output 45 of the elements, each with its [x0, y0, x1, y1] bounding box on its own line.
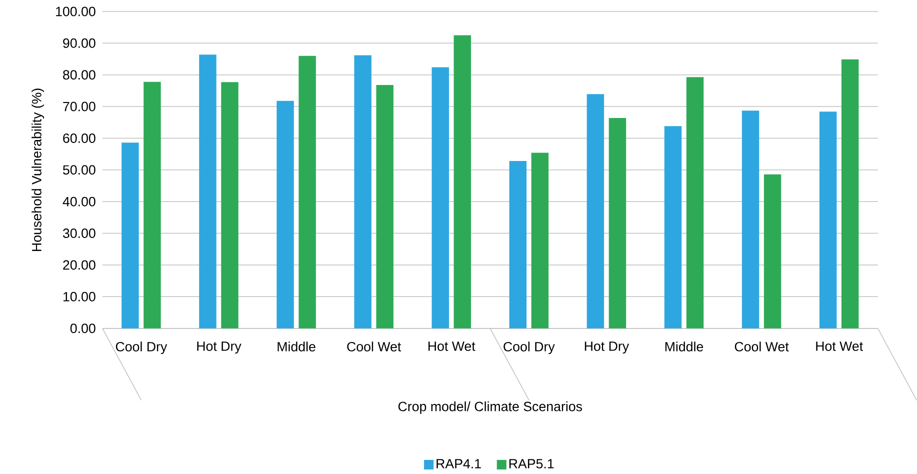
y-tick-label: 0.00 [70, 324, 96, 334]
y-tick-label: 40.00 [62, 196, 96, 206]
y-tick-label: 10.00 [63, 292, 96, 302]
bar [608, 118, 626, 328]
bar [432, 67, 449, 328]
bar [686, 77, 704, 328]
x-tick-label: Cool Dry [504, 342, 555, 354]
bar [122, 142, 139, 328]
bar [664, 126, 682, 328]
x-tick-label: Hot Dry [197, 342, 242, 354]
bar [221, 82, 238, 328]
bar [276, 100, 294, 328]
legend-label: RAP5.1 [509, 459, 554, 468]
x-tick-label: Hot Wet [816, 342, 863, 351]
y-tick-label: 60.00 [63, 133, 96, 143]
bar [509, 160, 527, 328]
x-tick-label: Cool Wet [734, 342, 789, 352]
x-tick-label: Middle [665, 342, 704, 352]
y-tick-label: 30.00 [62, 228, 96, 238]
y-tick-label: 50.00 [63, 165, 96, 175]
y-tick-label: 80.00 [63, 70, 96, 80]
x-tick-label: Cool Dry [116, 342, 168, 354]
bar [586, 94, 604, 328]
bar [298, 56, 316, 328]
bar [354, 55, 372, 328]
x-tick-label: Hot Wet [428, 342, 476, 351]
y-tick-label: 90.00 [63, 38, 96, 48]
bar [764, 174, 782, 328]
bar [454, 35, 471, 328]
y-tick-label: 100.00 [56, 6, 96, 16]
bar [841, 59, 859, 328]
legend-label: RAP4.1 [436, 459, 481, 468]
bar [144, 82, 161, 328]
y-tick-label: 20.00 [63, 260, 96, 270]
bar [199, 54, 216, 328]
x-tick-label: Middle [278, 342, 316, 352]
bar [376, 84, 394, 328]
bar [531, 152, 549, 328]
x-tick-label: Hot Dry [584, 342, 630, 354]
x-tick-label: Cool Wet [347, 342, 402, 352]
x-axis-title: Crop model/ Climate Scenarios [398, 401, 582, 414]
bar [742, 110, 760, 328]
y-tick-label: 70.00 [63, 102, 96, 112]
y-axis-title: Household Vulnerability (%) [32, 88, 44, 251]
bar [819, 112, 837, 328]
